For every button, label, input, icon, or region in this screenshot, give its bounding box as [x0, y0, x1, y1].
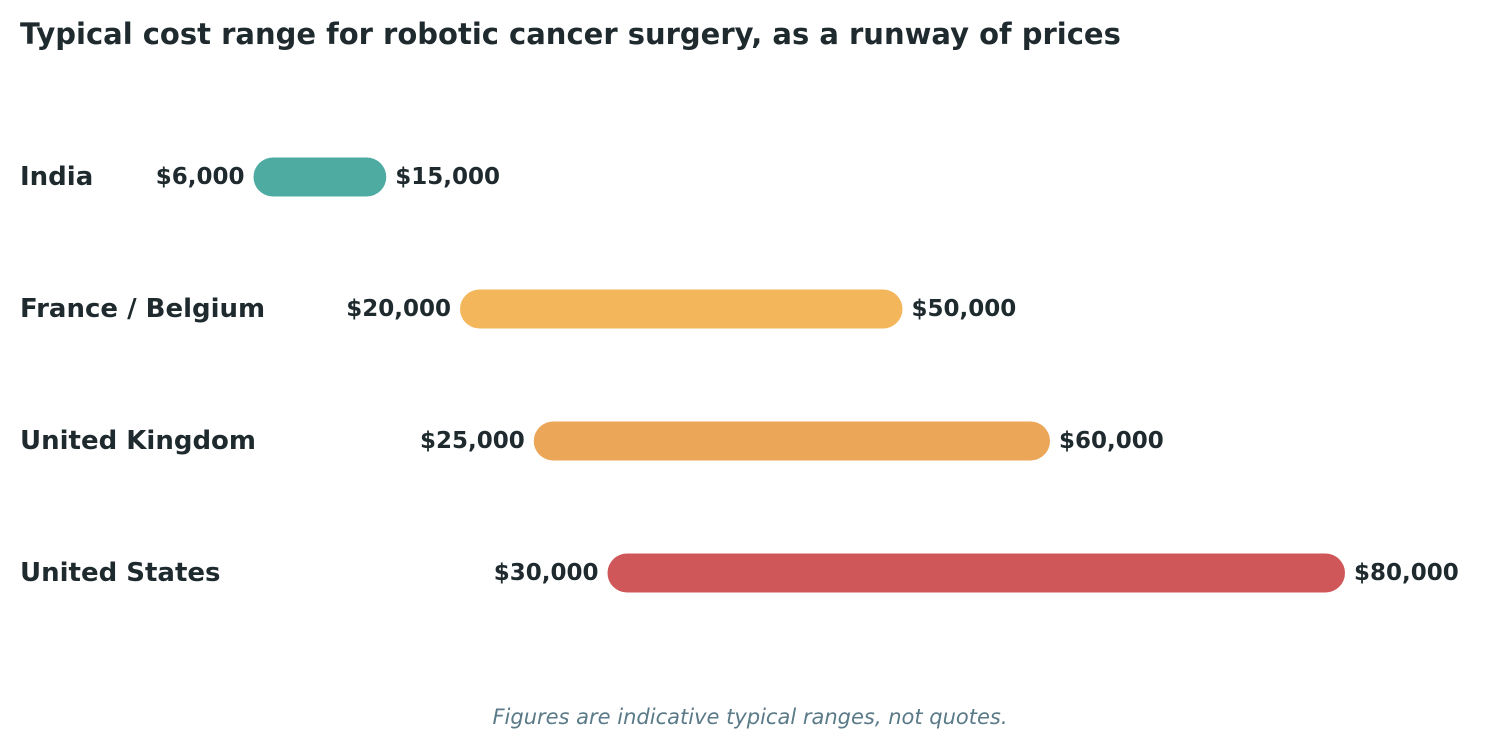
high-value-label: $80,000 — [1354, 560, 1459, 586]
high-value-label: $60,000 — [1059, 428, 1164, 454]
low-value-label: $6,000 — [156, 164, 245, 190]
range-row: France / Belgium $20,000 $50,000 — [20, 289, 1017, 329]
low-value-label: $25,000 — [420, 428, 525, 454]
range-bar — [533, 421, 1050, 461]
range-row: India $6,000 $15,000 — [20, 157, 500, 197]
range-bar — [253, 157, 387, 197]
range-row: United States $30,000 $80,000 — [20, 553, 1459, 593]
low-value-label: $30,000 — [494, 560, 599, 586]
range-bar — [460, 289, 903, 329]
category-label: United States — [20, 558, 221, 588]
category-label: France / Belgium — [20, 294, 265, 324]
range-bar — [607, 553, 1345, 593]
chart-footnote: Figures are indicative typical ranges, n… — [492, 705, 1007, 729]
category-label: United Kingdom — [20, 426, 256, 456]
chart-rows: India $6,000 $15,000 France / Belgium $20,00… — [20, 157, 1459, 593]
low-value-label: $20,000 — [346, 296, 451, 322]
category-label: India — [20, 162, 93, 192]
chart-title: Typical cost range for robotic cancer su… — [20, 17, 1121, 51]
range-row: United Kingdom $25,000 $60,000 — [20, 421, 1164, 461]
high-value-label: $15,000 — [395, 164, 500, 190]
high-value-label: $50,000 — [912, 296, 1017, 322]
